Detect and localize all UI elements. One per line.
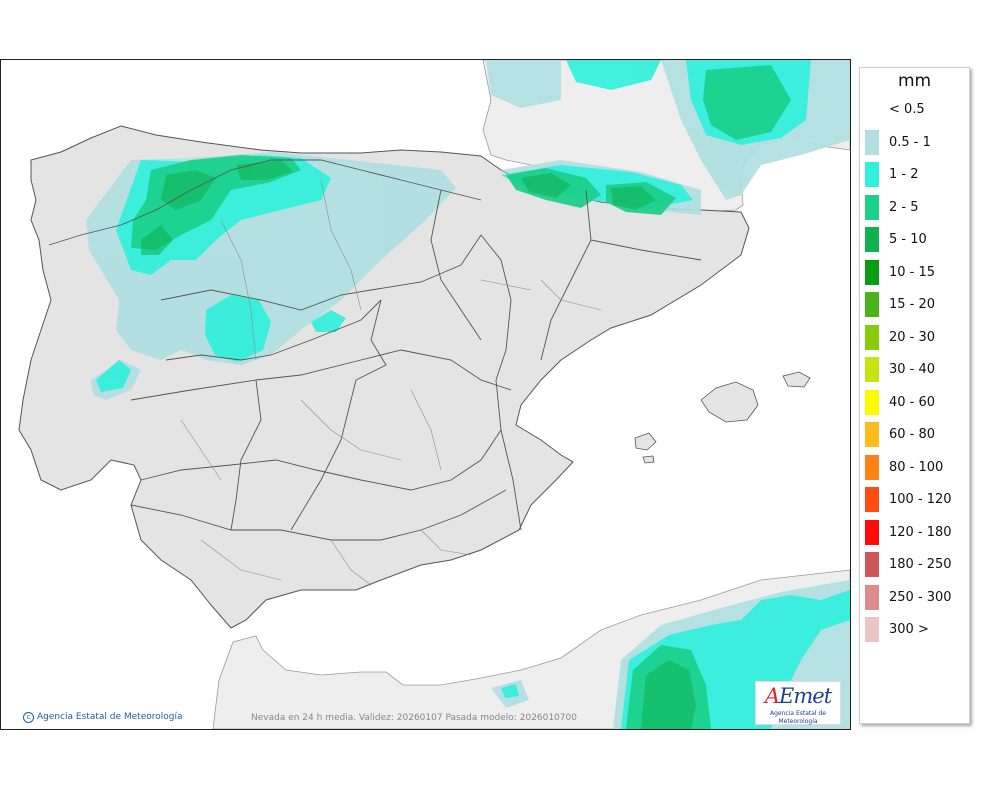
legend-swatch — [865, 162, 879, 187]
legend-item: 180 - 250 — [865, 551, 952, 578]
legend-swatch — [865, 552, 879, 577]
logo-mark-a: A — [764, 684, 780, 708]
legend-swatch — [865, 129, 879, 155]
snowfall-map — [1, 60, 850, 729]
legend-label: 180 - 250 — [889, 557, 952, 572]
logo-mark-rest: Emet — [779, 684, 832, 708]
aemet-logo-mark: AEmet — [756, 682, 840, 710]
legend-swatch — [865, 422, 879, 447]
legend-label: 1 - 2 — [889, 167, 919, 182]
legend-swatch — [865, 97, 879, 122]
legend-item: 250 - 300 — [865, 584, 952, 611]
legend-swatch — [865, 194, 879, 220]
legend-label: 0.5 - 1 — [889, 134, 931, 150]
legend-label: 2 - 5 — [889, 199, 919, 215]
legend-item: 2 - 5 — [865, 194, 919, 221]
legend-swatch — [865, 584, 879, 610]
legend-swatch — [865, 292, 879, 317]
legend-label: < 0.5 — [889, 102, 925, 117]
copyright-credit[interactable]: c Agencia Estatal de Meteorología — [23, 712, 183, 723]
legend-label: 60 - 80 — [889, 427, 936, 442]
credit-label: Agencia Estatal de Meteorología — [37, 712, 183, 722]
legend-item: 60 - 80 — [865, 421, 935, 448]
legend-label: 20 - 30 — [889, 329, 936, 345]
legend-item: 300 > — [865, 616, 929, 643]
province-borders — [180, 179, 602, 586]
legend-label: 40 - 60 — [889, 394, 936, 410]
legend-label: 300 > — [889, 622, 929, 637]
map-panel: c Agencia Estatal de Meteorología Nevada … — [0, 59, 851, 730]
legend-label: 100 - 120 — [889, 492, 952, 507]
mallorca-island — [700, 381, 759, 423]
legend-swatch — [865, 487, 879, 512]
aemet-logo-subtitle: Agencia Estatal de Meteorología — [769, 710, 826, 725]
legend-label: 30 - 40 — [889, 362, 936, 377]
legend-label: 5 - 10 — [889, 232, 927, 247]
legend-swatch — [865, 324, 879, 350]
legend-item: 15 - 20 — [865, 291, 935, 318]
legend-swatch — [865, 357, 879, 382]
legend-item: 40 - 60 — [865, 389, 935, 416]
legend-swatch — [865, 259, 879, 285]
legend-item: 5 - 10 — [865, 226, 927, 253]
legend-swatch — [865, 227, 879, 252]
legend-label: 10 - 15 — [889, 264, 936, 280]
legend-item: 1 - 2 — [865, 161, 919, 188]
legend-swatch — [865, 519, 879, 545]
precipitation-legend: mm < 0.5 0.5 - 1 1 - 2 2 - 5 5 - 10 10 - 15 15… — [859, 67, 970, 724]
menorca-island — [782, 371, 811, 388]
legend-item: < 0.5 — [865, 96, 925, 123]
legend-item: 100 - 120 — [865, 486, 952, 513]
legend-swatch — [865, 454, 879, 480]
legend-label: 250 - 300 — [889, 589, 952, 605]
region-borders — [48, 159, 702, 541]
model-validity-note: Nevada en 24 h media. Validez: 20260107 … — [251, 713, 577, 723]
legend-item: 20 - 30 — [865, 324, 935, 351]
legend-unit: mm — [897, 71, 932, 91]
legend-item: 120 - 180 — [865, 519, 952, 546]
legend-item: 80 - 100 — [865, 454, 943, 481]
legend-item: 10 - 15 — [865, 259, 935, 286]
legend-item: 30 - 40 — [865, 356, 935, 383]
ibiza-island — [634, 432, 657, 451]
aemet-logo[interactable]: AEmet Agencia Estatal de Meteorología — [755, 681, 841, 725]
legend-swatch — [865, 617, 879, 642]
legend-swatch — [865, 389, 879, 415]
legend-label: 80 - 100 — [889, 459, 944, 475]
legend-item: 0.5 - 1 — [865, 129, 931, 156]
legend-label: 120 - 180 — [889, 524, 952, 540]
legend-label: 15 - 20 — [889, 297, 936, 312]
copyright-icon: c — [23, 712, 34, 723]
formentera-island — [642, 455, 655, 464]
